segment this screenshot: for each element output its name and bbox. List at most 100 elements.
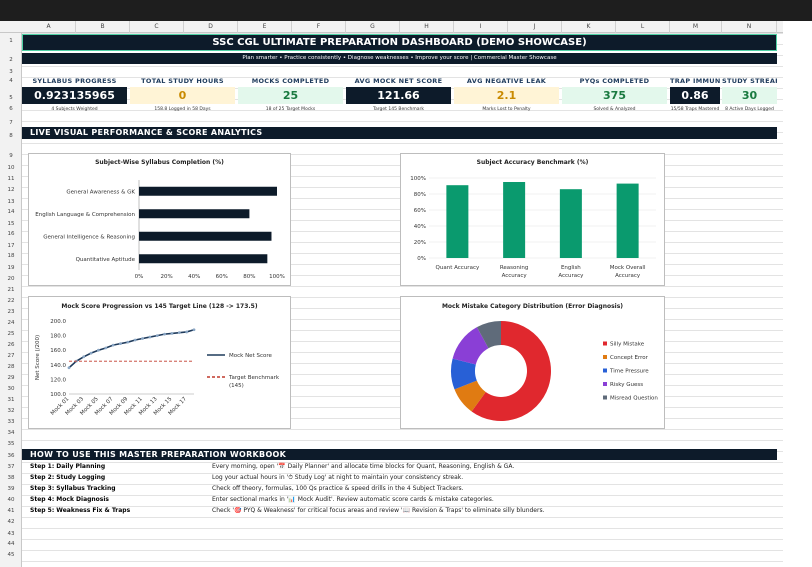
- column-header[interactable]: L: [616, 21, 670, 33]
- row-header[interactable]: 25: [7, 331, 15, 337]
- row-header[interactable]: 30: [7, 386, 15, 392]
- row-header[interactable]: 38: [7, 475, 15, 481]
- row-header[interactable]: 16: [7, 231, 15, 237]
- kpi-label[interactable]: MOCKS COMPLETED: [251, 77, 330, 85]
- kpi-note[interactable]: Solved & Analyzed: [593, 107, 636, 112]
- row-header[interactable]: 34: [7, 430, 15, 436]
- row-header[interactable]: 27: [7, 353, 15, 359]
- mock-score-progression-chart[interactable]: Mock Score Progression vs 145 Target Lin…: [28, 296, 291, 429]
- dashboard-subtitle[interactable]: Plan smarter • Practice consistently • D…: [22, 53, 777, 64]
- row-header[interactable]: 43: [7, 531, 15, 537]
- row-header[interactable]: 3: [9, 69, 13, 75]
- column-header[interactable]: M: [670, 21, 722, 33]
- column-header[interactable]: N: [722, 21, 777, 33]
- dashboard-title[interactable]: SSC CGL ULTIMATE PREPARATION DASHBOARD (…: [22, 34, 777, 51]
- row-header[interactable]: 22: [7, 298, 15, 304]
- row-header[interactable]: 13: [7, 199, 15, 205]
- row-header[interactable]: 33: [7, 419, 15, 425]
- row-header[interactable]: 21: [7, 287, 15, 293]
- row-header[interactable]: 8: [9, 133, 13, 139]
- row-header[interactable]: 7: [9, 120, 13, 126]
- row-header[interactable]: 36: [7, 453, 15, 459]
- row-header[interactable]: 45: [7, 552, 15, 558]
- kpi-value[interactable]: 25: [238, 87, 343, 104]
- row-header[interactable]: 20: [7, 276, 15, 282]
- kpi-note[interactable]: 15/58 Traps Mastered: [670, 107, 720, 112]
- howto-row[interactable]: Step 2: Study Logging Log your actual hou…: [22, 472, 777, 483]
- row-header[interactable]: 42: [7, 519, 15, 525]
- kpi-value[interactable]: 0.86: [670, 87, 720, 104]
- row-header[interactable]: 11: [7, 176, 15, 182]
- pie-slice: [452, 327, 489, 365]
- row-header[interactable]: 24: [7, 320, 15, 326]
- howto-row[interactable]: Step 3: Syllabus Tracking Check off theor…: [22, 483, 777, 494]
- column-header[interactable]: E: [238, 21, 292, 33]
- howto-step: Step 2: Study Logging: [30, 474, 106, 481]
- row-header[interactable]: 14: [7, 209, 15, 215]
- mistake-distribution-chart[interactable]: Mock Mistake Category Distribution (Erro…: [400, 296, 665, 429]
- row-header[interactable]: 31: [7, 397, 15, 403]
- row-header[interactable]: 10: [7, 165, 15, 171]
- row-header[interactable]: 12: [7, 187, 15, 193]
- kpi-value[interactable]: 2.1: [454, 87, 559, 104]
- row-header[interactable]: 41: [7, 508, 15, 514]
- howto-row[interactable]: Step 5: Weakness Fix & Traps Check '🎯 PYQ…: [22, 505, 777, 516]
- row-header[interactable]: 2: [9, 57, 13, 63]
- row-header[interactable]: 26: [7, 342, 15, 348]
- section-header-analytics[interactable]: LIVE VISUAL PERFORMANCE & SCORE ANALYTIC…: [22, 127, 777, 139]
- row-header[interactable]: 17: [7, 243, 15, 249]
- row-header[interactable]: 37: [7, 464, 15, 470]
- kpi-note[interactable]: Target 145 Benchmark: [372, 107, 424, 112]
- bar: [139, 186, 277, 196]
- row-header[interactable]: 23: [7, 309, 15, 315]
- column-header[interactable]: H: [400, 21, 454, 33]
- column-header[interactable]: K: [562, 21, 616, 33]
- kpi-label[interactable]: PYQs COMPLETED: [579, 77, 650, 85]
- kpi-label[interactable]: STUDY STREAK: [722, 77, 777, 85]
- kpi-label[interactable]: TOTAL STUDY HOURS: [141, 77, 224, 85]
- column-header[interactable]: J: [508, 21, 562, 33]
- howto-row[interactable]: Step 4: Mock Diagnosis Enter sectional ma…: [22, 494, 777, 505]
- row-header[interactable]: 6: [9, 106, 13, 112]
- column-header[interactable]: G: [346, 21, 400, 33]
- kpi-value[interactable]: 0.923135965: [22, 87, 127, 104]
- kpi-value[interactable]: 30: [722, 87, 777, 104]
- row-header[interactable]: 19: [7, 265, 15, 271]
- kpi-note[interactable]: Marks Lost to Penalty: [482, 107, 531, 112]
- accuracy-benchmark-chart[interactable]: Subject Accuracy Benchmark (%) 0% 20% 40% 6…: [400, 153, 665, 286]
- row-header[interactable]: 15: [7, 221, 15, 227]
- row-header[interactable]: 28: [7, 364, 15, 370]
- kpi-note[interactable]: 8 Active Days Logged: [725, 107, 774, 112]
- column-header[interactable]: A: [22, 21, 76, 33]
- row-header[interactable]: 18: [7, 253, 15, 259]
- row-header[interactable]: 1: [9, 38, 13, 44]
- kpi-value[interactable]: 121.66: [346, 87, 451, 104]
- column-header[interactable]: I: [454, 21, 508, 33]
- data-point: [192, 328, 196, 332]
- howto-row[interactable]: Step 1: Daily Planning Every morning, ope…: [22, 461, 777, 472]
- row-header[interactable]: 32: [7, 408, 15, 414]
- kpi-value[interactable]: 375: [562, 87, 667, 104]
- row-header[interactable]: 44: [7, 541, 15, 547]
- row-header[interactable]: 39: [7, 486, 15, 492]
- row-header[interactable]: 9: [9, 153, 13, 159]
- row-header[interactable]: 35: [7, 441, 15, 447]
- row-header[interactable]: 4: [9, 78, 13, 84]
- kpi-label[interactable]: AVG MOCK NET SCORE: [354, 77, 443, 85]
- column-header[interactable]: D: [184, 21, 238, 33]
- row-header[interactable]: 40: [7, 497, 15, 503]
- kpi-note[interactable]: 158.8 Logged in 58 Days: [154, 107, 211, 112]
- kpi-note[interactable]: 18 of 25 Target Mocks: [265, 107, 316, 112]
- column-header[interactable]: B: [76, 21, 130, 33]
- kpi-label[interactable]: TRAP IMMUNITY: [670, 77, 720, 85]
- kpi-note[interactable]: 4 Subjects Weighted: [51, 107, 98, 112]
- kpi-label[interactable]: AVG NEGATIVE LEAK: [466, 77, 547, 85]
- kpi-value[interactable]: 0: [130, 87, 235, 104]
- row-header[interactable]: 5: [9, 95, 13, 101]
- row-header[interactable]: 29: [7, 375, 15, 381]
- syllabus-completion-chart[interactable]: Subject-Wise Syllabus Completion (%) 0% 2…: [28, 153, 291, 286]
- column-header[interactable]: C: [130, 21, 184, 33]
- kpi-label[interactable]: SYLLABUS PROGRESS: [32, 77, 117, 85]
- section-header-howto[interactable]: HOW TO USE THIS MASTER PREPARATION WORKB…: [22, 449, 777, 460]
- column-header[interactable]: F: [292, 21, 346, 33]
